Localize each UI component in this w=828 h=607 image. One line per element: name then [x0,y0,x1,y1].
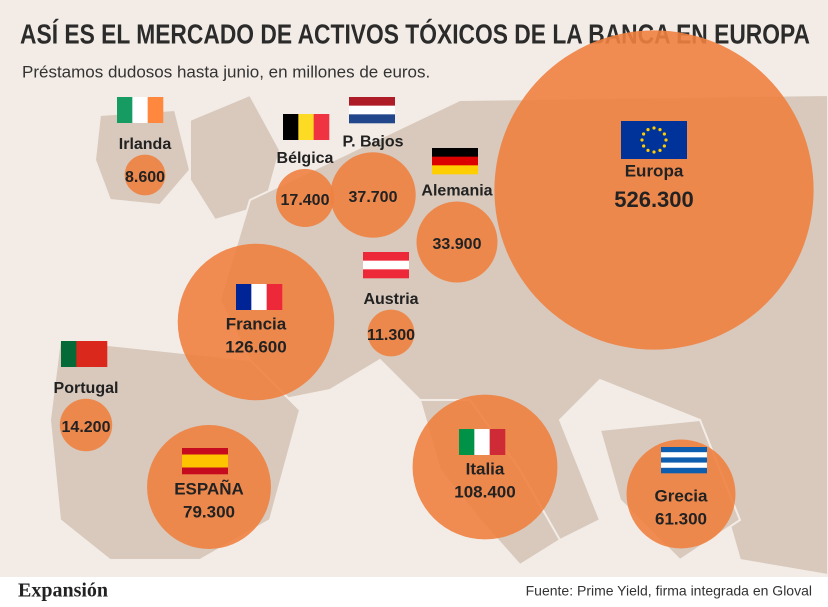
flag [489,429,506,455]
flag [432,165,478,175]
bubble [412,394,558,540]
country-label: P. Bajos [342,134,403,151]
flag [76,341,92,367]
flag [661,447,707,453]
flag [363,269,409,279]
flag-star [640,138,644,142]
flag [432,156,478,166]
flag [661,467,707,474]
country-label: Austria [363,291,418,308]
value-label: 11.300 [367,327,415,344]
flag-star [658,148,662,152]
flag [236,284,252,310]
source: Fuente: Prime Yield, firma integrada en … [526,583,812,599]
bubbles: Irlanda 8.600 Bélgica 17.400 P. Bajos 37.700 A… [54,30,814,549]
value-label: 526.300 [614,187,694,212]
flag [363,252,409,261]
bubble [626,439,736,549]
flag [349,105,395,115]
flag [182,448,228,455]
bubble [177,243,335,401]
bubble [494,30,814,350]
flag [661,457,707,463]
country-label: Italia [466,459,505,478]
flag [313,114,330,140]
flag [61,341,77,367]
country-label: Alemania [421,183,492,200]
flag [182,467,228,475]
country-label: ESPAÑA [174,478,244,498]
flag [283,114,299,140]
flag-star [642,132,646,136]
flag-star [664,138,668,142]
value-label: 33.900 [433,236,482,253]
country-label: Francia [226,314,287,333]
bubble [275,168,335,228]
flag [298,114,314,140]
flag [147,97,164,123]
bubble [330,152,416,238]
value-label: 126.600 [225,337,286,356]
flag [474,429,490,455]
flag [349,114,395,124]
value-label: 61.300 [655,509,707,528]
flag [363,260,409,270]
flag [117,97,133,123]
country-label: Portugal [54,380,119,397]
value-label: 37.700 [349,189,398,206]
flag [251,284,267,310]
bubble [59,398,113,452]
flag [661,462,707,469]
value-label: 17.400 [281,192,330,209]
bubble [367,309,415,357]
country-label: Bélgica [277,150,334,167]
brand: Expansión [18,580,108,602]
bubble [124,154,166,196]
country-label: Europa [625,161,684,180]
flag-star [642,144,646,148]
flag [91,341,108,367]
flag [266,284,283,310]
footer [0,577,828,607]
flag-star [652,150,656,154]
flag-star [658,128,662,132]
chart-subtitle: Préstamos dudosos hasta junio, en millon… [22,62,430,81]
value-label: 14.200 [62,419,111,436]
flag-star [662,132,666,136]
country-label: Grecia [655,486,708,505]
flag [459,429,475,455]
country-label: Irlanda [119,136,172,153]
flag [432,148,478,157]
flag [182,454,228,468]
bubble [416,201,498,283]
value-label: 79.300 [183,502,235,521]
flag [349,97,395,106]
value-label: 8.600 [125,169,165,186]
flag-star [662,144,666,148]
flag [132,97,148,123]
flag-star [646,128,650,132]
flag-star [652,126,656,130]
flag [661,452,707,458]
bubble [147,425,271,549]
flag-star [646,148,650,152]
value-label: 108.400 [454,482,515,501]
